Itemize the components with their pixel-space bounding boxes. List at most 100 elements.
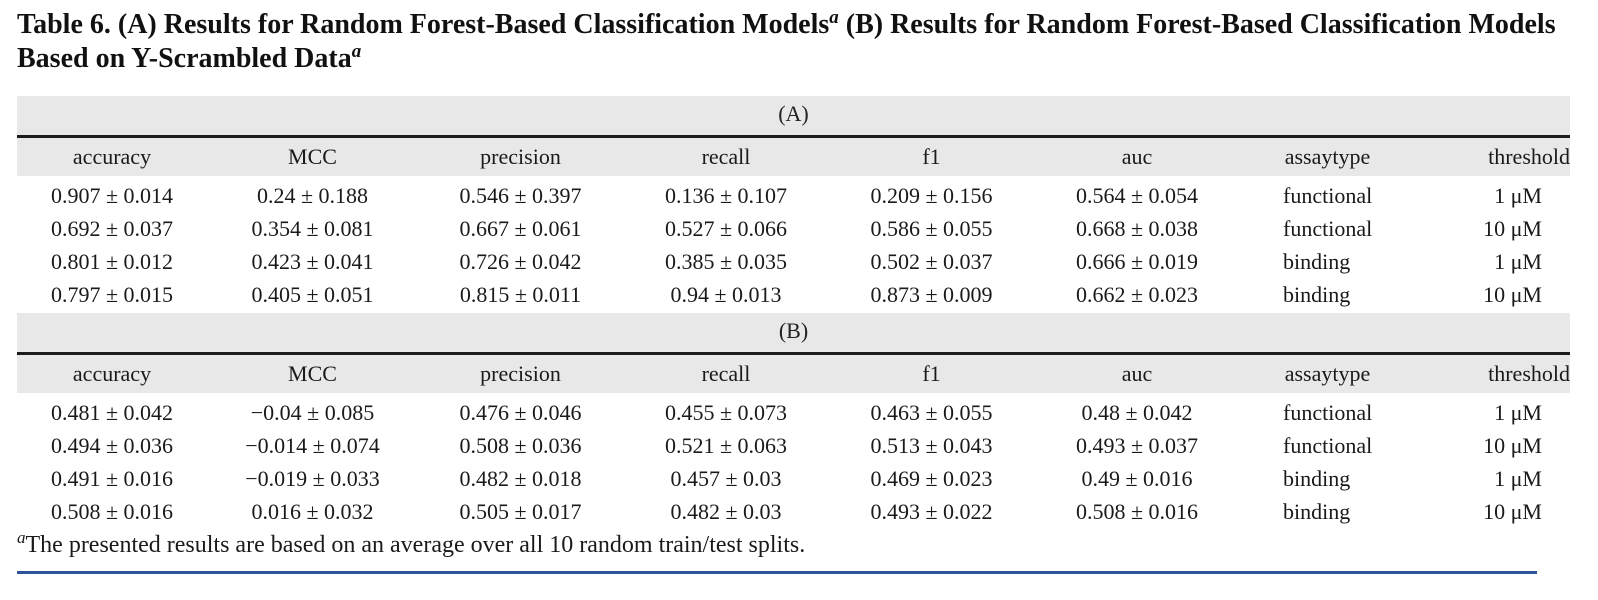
table-cell-mcc: 0.423 ± 0.041 xyxy=(251,249,374,274)
table-cell-auc: 0.564 ± 0.054 xyxy=(1075,183,1199,208)
table-cell-recall: 0.136 ± 0.107 xyxy=(664,183,788,208)
table-caption: Table 6. (A) Results for Random Forest-B… xyxy=(17,8,1577,76)
table-cell-assaytype: binding xyxy=(1283,466,1351,491)
column-header-auc: auc xyxy=(1121,361,1153,386)
table-cell-threshold: 1 μM xyxy=(1494,249,1542,274)
caption-text-part2: (B) Results for Random Forest-Based Clas… xyxy=(17,9,1556,74)
caption-footnote-mark-1: a xyxy=(829,7,839,28)
table-cell-auc: 0.49 ± 0.016 xyxy=(1081,466,1193,491)
column-header-threshold: threshold xyxy=(1488,361,1570,386)
column-header-f1: f1 xyxy=(922,144,941,169)
column-header-threshold: threshold xyxy=(1488,144,1570,169)
table-row: 0.494 ± 0.036 −0.014 ± 0.074 0.508 ± 0.036… xyxy=(17,429,1570,462)
table-cell-assaytype: functional xyxy=(1283,216,1373,241)
table-cell-accuracy: 0.801 ± 0.012 xyxy=(50,249,174,274)
table-cell-precision: 0.505 ± 0.017 xyxy=(459,499,582,524)
table-cell-precision: 0.815 ± 0.011 xyxy=(459,282,582,307)
column-header-accuracy: accuracy xyxy=(72,361,152,386)
column-header-f1: f1 xyxy=(922,361,941,386)
table-row: 0.491 ± 0.016 −0.019 ± 0.033 0.482 ± 0.018… xyxy=(17,462,1570,495)
table-cell-assaytype: functional xyxy=(1283,400,1373,425)
column-header-row: accuracy MCC precision recall f1 auc assaytype… xyxy=(17,138,1570,176)
table-cell-precision: 0.476 ± 0.046 xyxy=(459,400,582,425)
table-cell-auc: 0.48 ± 0.042 xyxy=(1081,400,1193,425)
table-body: 0.907 ± 0.014 0.24 ± 0.188 0.546 ± 0.397 0.… xyxy=(17,176,1570,313)
table-cell-assaytype: binding xyxy=(1283,249,1351,274)
table-cell-accuracy: 0.481 ± 0.042 xyxy=(50,400,174,425)
table-cell-f1: 0.586 ± 0.055 xyxy=(870,216,993,241)
column-header-precision: precision xyxy=(480,361,561,386)
table-cell-f1: 0.469 ± 0.023 xyxy=(870,466,993,491)
table-cell-accuracy: 0.491 ± 0.016 xyxy=(50,466,174,491)
table-cell-mcc: −0.019 ± 0.033 xyxy=(245,466,380,491)
table-cell-auc: 0.508 ± 0.016 xyxy=(1075,499,1199,524)
table-cell-precision: 0.726 ± 0.042 xyxy=(459,249,582,274)
table-cell-threshold: 10 μM xyxy=(1483,499,1542,524)
table-cell-auc: 0.662 ± 0.023 xyxy=(1075,282,1199,307)
table-cell-auc: 0.668 ± 0.038 xyxy=(1075,216,1199,241)
table-cell-mcc: 0.354 ± 0.081 xyxy=(251,216,374,241)
table-cell-f1: 0.463 ± 0.055 xyxy=(870,400,993,425)
table-cell-precision: 0.667 ± 0.061 xyxy=(459,216,582,241)
table-cell-assaytype: functional xyxy=(1283,183,1373,208)
column-header-mcc: MCC xyxy=(288,361,337,386)
caption-footnote-mark-2: a xyxy=(351,41,362,62)
column-header-assaytype: assaytype xyxy=(1284,144,1371,169)
table-cell-mcc: −0.014 ± 0.074 xyxy=(245,433,380,458)
table-cell-mcc: 0.24 ± 0.188 xyxy=(256,183,369,208)
column-header-assaytype: assaytype xyxy=(1284,361,1371,386)
table-cell-threshold: 10 μM xyxy=(1483,216,1542,241)
table-cell-precision: 0.482 ± 0.018 xyxy=(459,466,582,491)
footnote-text: The presented results are based on an av… xyxy=(25,532,806,558)
section-title: (A) xyxy=(17,96,1570,135)
table-row: 0.692 ± 0.037 0.354 ± 0.081 0.667 ± 0.061 0… xyxy=(17,212,1570,245)
table-cell-threshold: 1 μM xyxy=(1494,400,1542,425)
table-cell-auc: 0.493 ± 0.037 xyxy=(1075,433,1199,458)
caption-text-part1: Table 6. (A) Results for Random Forest-B… xyxy=(17,9,830,40)
table-row: 0.907 ± 0.014 0.24 ± 0.188 0.546 ± 0.397 0.… xyxy=(17,179,1570,212)
table-cell-recall: 0.527 ± 0.066 xyxy=(664,216,788,241)
table-cell-mcc: −0.04 ± 0.085 xyxy=(250,400,375,425)
table-row: 0.797 ± 0.015 0.405 ± 0.051 0.815 ± 0.011 0… xyxy=(17,278,1570,311)
table-cell-accuracy: 0.508 ± 0.016 xyxy=(50,499,174,524)
table-cell-accuracy: 0.692 ± 0.037 xyxy=(50,216,174,241)
table-cell-accuracy: 0.797 ± 0.015 xyxy=(50,282,174,307)
table-cell-precision: 0.546 ± 0.397 xyxy=(459,183,582,208)
table-cell-auc: 0.666 ± 0.019 xyxy=(1075,249,1199,274)
footnote-mark: a xyxy=(17,528,26,547)
header-rule xyxy=(17,352,1570,355)
table-footnote: aThe presented results are based on an a… xyxy=(17,528,806,560)
column-header-accuracy: accuracy xyxy=(72,144,152,169)
table-cell-recall: 0.385 ± 0.035 xyxy=(664,249,788,274)
table-cell-assaytype: functional xyxy=(1283,433,1373,458)
table-cell-precision: 0.508 ± 0.036 xyxy=(459,433,582,458)
table-cell-recall: 0.455 ± 0.073 xyxy=(664,400,788,425)
table-cell-recall: 0.94 ± 0.013 xyxy=(670,282,782,307)
header-rule xyxy=(17,135,1570,138)
results-table: (A) accuracy MCC precision recall f1 auc assayt… xyxy=(17,96,1570,530)
table-cell-f1: 0.873 ± 0.009 xyxy=(870,282,993,307)
table-cell-assaytype: binding xyxy=(1283,282,1351,307)
table-cell-threshold: 10 μM xyxy=(1483,282,1542,307)
table-cell-f1: 0.502 ± 0.037 xyxy=(870,249,993,274)
table-cell-recall: 0.457 ± 0.03 xyxy=(670,466,782,491)
table-cell-f1: 0.493 ± 0.022 xyxy=(870,499,993,524)
table-cell-assaytype: binding xyxy=(1283,499,1351,524)
table-cell-accuracy: 0.494 ± 0.036 xyxy=(50,433,174,458)
table-cell-recall: 0.521 ± 0.063 xyxy=(664,433,788,458)
table-cell-accuracy: 0.907 ± 0.014 xyxy=(50,183,174,208)
column-header-row: accuracy MCC precision recall f1 auc assaytype… xyxy=(17,355,1570,393)
table-cell-threshold: 10 μM xyxy=(1483,433,1542,458)
table-row: 0.481 ± 0.042 −0.04 ± 0.085 0.476 ± 0.046 0… xyxy=(17,396,1570,429)
table-row: 0.508 ± 0.016 0.016 ± 0.032 0.505 ± 0.017 0… xyxy=(17,495,1570,528)
table-cell-threshold: 1 μM xyxy=(1494,183,1542,208)
table-row: 0.801 ± 0.012 0.423 ± 0.041 0.726 ± 0.042 0… xyxy=(17,245,1570,278)
table-cell-threshold: 1 μM xyxy=(1494,466,1542,491)
table-body: 0.481 ± 0.042 −0.04 ± 0.085 0.476 ± 0.046 0… xyxy=(17,393,1570,530)
column-header-recall: recall xyxy=(701,144,751,169)
column-header-recall: recall xyxy=(701,361,751,386)
table-cell-f1: 0.209 ± 0.156 xyxy=(870,183,993,208)
table-cell-mcc: 0.405 ± 0.051 xyxy=(251,282,374,307)
column-header-precision: precision xyxy=(480,144,561,169)
table-cell-mcc: 0.016 ± 0.032 xyxy=(251,499,374,524)
